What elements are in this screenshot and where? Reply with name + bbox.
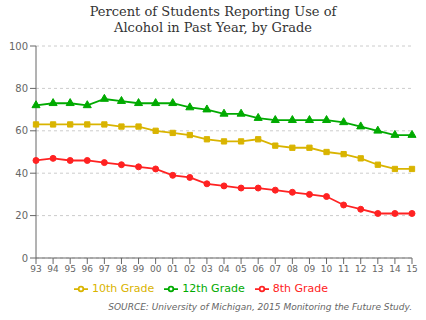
html-text:SOURCE: University of Michigan: SOURCE: University of Michigan, 2015 Mon… <box>108 302 412 312</box>
svg-text:96: 96 <box>82 264 94 274</box>
html-text:8th Grade: 8th Grade <box>272 282 328 295</box>
html-text:Percent of Students Reporting: Percent of Students Reporting Use of Alc… <box>89 4 337 35</box>
svg-text:05: 05 <box>235 264 246 274</box>
svg-text:07: 07 <box>270 264 281 274</box>
svg-text:14: 14 <box>389 264 401 274</box>
svg-text:98: 98 <box>116 264 128 274</box>
svg-text:08: 08 <box>287 264 299 274</box>
svg-text:11: 11 <box>338 264 349 274</box>
svg-text:93: 93 <box>30 264 41 274</box>
svg-text:10: 10 <box>321 264 333 274</box>
svg-text:09: 09 <box>304 264 316 274</box>
svg-text:06: 06 <box>252 264 264 274</box>
svg-text:94: 94 <box>47 264 59 274</box>
svg-text:15: 15 <box>406 264 417 274</box>
svg-text:80: 80 <box>15 83 28 94</box>
svg-text:02: 02 <box>184 264 195 274</box>
svg-text:0: 0 <box>22 253 28 264</box>
svg-text:100: 100 <box>9 41 28 52</box>
svg-text:60: 60 <box>15 125 28 136</box>
svg-text:00: 00 <box>150 264 162 274</box>
svg-text:97: 97 <box>99 264 110 274</box>
svg-text:95: 95 <box>64 264 75 274</box>
svg-text:13: 13 <box>372 264 383 274</box>
html-text:10th Grade: 10th Grade <box>92 282 155 295</box>
html-text:12th Grade: 12th Grade <box>182 282 245 295</box>
svg-text:40: 40 <box>15 168 28 179</box>
svg-text:04: 04 <box>218 264 230 274</box>
svg-text:03: 03 <box>201 264 212 274</box>
svg-text:99: 99 <box>133 264 145 274</box>
svg-text:20: 20 <box>15 210 28 221</box>
svg-text:12: 12 <box>355 264 366 274</box>
svg-text:01: 01 <box>167 264 178 274</box>
